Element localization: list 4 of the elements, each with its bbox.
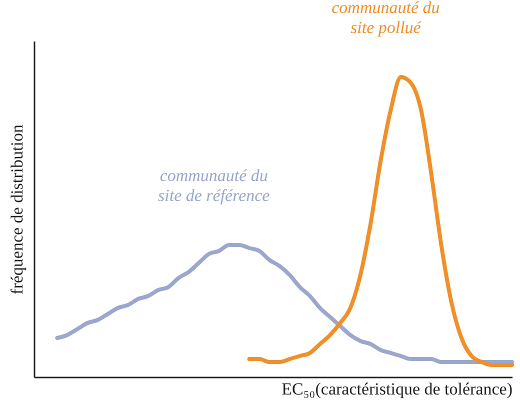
text: communauté du site de référence <box>158 166 270 205</box>
text: communauté du site pollué <box>332 0 440 37</box>
x-axis-title: EC₅₀(caractéristique de tolérance) <box>282 380 512 398</box>
y-axis-title: fréquence de distribution <box>8 124 26 294</box>
